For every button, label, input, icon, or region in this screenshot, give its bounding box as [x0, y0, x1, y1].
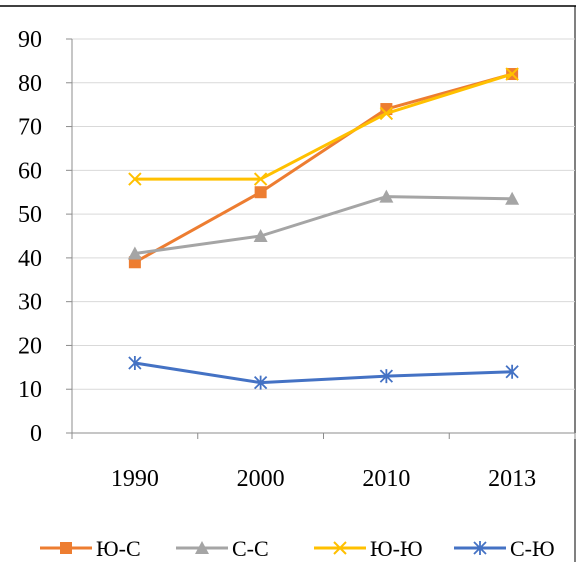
x-tick-label: 2000: [237, 466, 285, 492]
y-tick-label: 40: [18, 246, 42, 272]
legend-label: С-С: [232, 536, 269, 561]
data-point: [505, 364, 519, 379]
legend-label: С-Ю: [510, 536, 555, 561]
series-С-Ю: [128, 355, 519, 390]
y-tick-label: 50: [18, 202, 42, 228]
y-tick-label: 70: [18, 115, 42, 141]
data-point: [253, 229, 268, 242]
x-tick-label: 2010: [362, 466, 410, 492]
data-point: [473, 541, 487, 555]
legend: Ю-С С-С Ю-Ю С-Ю: [40, 536, 555, 561]
y-tick-label: 20: [18, 333, 42, 359]
legend-item: С-Ю: [454, 536, 555, 561]
legend-item: Ю-С: [40, 536, 141, 561]
y-tick-label: 10: [18, 377, 42, 403]
x-tick-label: 1990: [111, 466, 159, 492]
data-point: [254, 186, 267, 199]
data-point: [253, 172, 268, 186]
series-line: [133, 361, 514, 385]
data-point: [128, 355, 142, 370]
data-point: [505, 67, 519, 81]
data-point: [379, 189, 394, 203]
data-point: [127, 246, 142, 260]
data-point: [253, 375, 268, 390]
y-tick-label: 80: [18, 71, 42, 97]
y-tick-label: 90: [18, 27, 42, 53]
series-Ю-Ю: [128, 67, 519, 186]
data-point: [379, 106, 394, 121]
y-tick-label: 60: [18, 158, 42, 184]
legend-label: Ю-Ю: [370, 536, 423, 561]
gridlines: [72, 38, 575, 390]
data-point: [195, 541, 209, 554]
series-line: [133, 72, 514, 264]
series: [127, 67, 520, 390]
series-С-С: [127, 189, 520, 260]
legend-item: Ю-Ю: [314, 536, 423, 561]
series-line: [133, 195, 514, 256]
data-point: [505, 191, 520, 205]
y-tick-label: 30: [18, 290, 42, 316]
series-Ю-С: [128, 68, 519, 269]
legend-label: Ю-С: [96, 536, 141, 561]
x-tick-label: 2013: [488, 466, 536, 492]
legend-item: С-С: [176, 536, 269, 561]
y-tick-label: 0: [30, 421, 42, 447]
series-line: [133, 72, 514, 181]
data-point: [60, 542, 72, 554]
axes: 0 10 20 30 40 50 60 70 80 90 1990 2000 2010 2013: [18, 27, 576, 492]
data-point: [128, 172, 142, 186]
data-point: [379, 369, 394, 384]
data-point: [333, 541, 347, 555]
